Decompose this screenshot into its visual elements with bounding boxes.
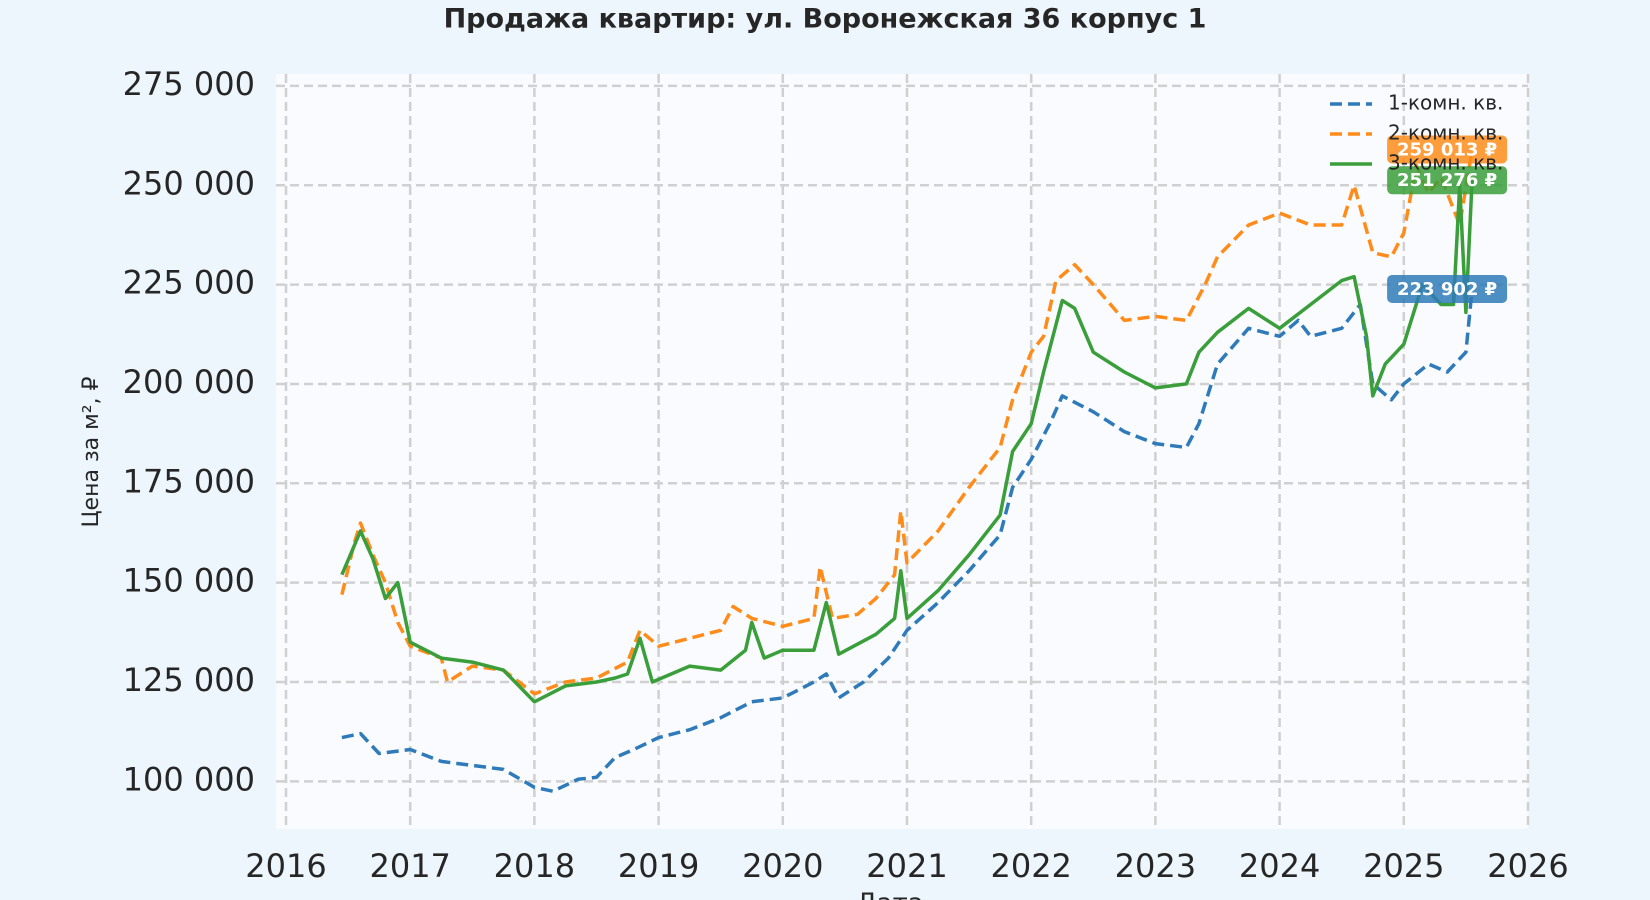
x-tick-label: 2022	[990, 847, 1071, 885]
end-label: 223 902 ₽	[1387, 274, 1508, 303]
x-tick-label: 2026	[1487, 847, 1568, 885]
y-tick-label: 225 000	[123, 264, 255, 302]
y-tick-label: 150 000	[123, 562, 255, 600]
end-label-text: 223 902 ₽	[1397, 279, 1497, 300]
x-tick-label: 2021	[866, 847, 947, 885]
x-tick-label: 2018	[494, 847, 575, 885]
y-tick-label: 175 000	[123, 462, 255, 500]
end-label-text: 251 276 ₽	[1397, 170, 1497, 191]
end-label: 259 013 ₽	[1387, 135, 1508, 164]
legend-label: 1-комн. кв.	[1388, 91, 1503, 115]
plot-area	[276, 74, 1528, 829]
y-axis-label: Цена за м², ₽	[79, 376, 104, 527]
y-tick-label: 200 000	[123, 363, 255, 401]
x-tick-label: 2023	[1115, 847, 1196, 885]
x-tick-label: 2017	[369, 847, 450, 885]
end-label-text: 259 013 ₽	[1397, 139, 1497, 160]
x-tick-label: 2016	[245, 847, 326, 885]
x-tick-label: 2025	[1363, 847, 1444, 885]
line-series	[341, 288, 1474, 794]
y-tick-label: 125 000	[123, 661, 255, 699]
chart-title: Продажа квартир: ул. Воронежская 36 корп…	[444, 4, 1207, 35]
x-tick-label: 2020	[742, 847, 823, 885]
x-axis-label: Дата	[856, 889, 923, 900]
y-tick-label: 250 000	[123, 164, 255, 202]
y-tick-label: 100 000	[123, 760, 255, 798]
end-label-box	[1387, 135, 1508, 164]
line-series	[340, 180, 1474, 704]
y-tick-label: 275 000	[123, 65, 255, 103]
end-label-box	[1387, 166, 1508, 195]
legend-label: 3-комн. кв.	[1388, 151, 1503, 175]
x-tick-label: 2024	[1239, 847, 1320, 885]
legend-label: 2-комн. кв.	[1388, 121, 1503, 145]
end-label: 251 276 ₽	[1387, 166, 1508, 195]
end-label-box	[1387, 274, 1508, 303]
x-tick-label: 2019	[618, 847, 699, 885]
